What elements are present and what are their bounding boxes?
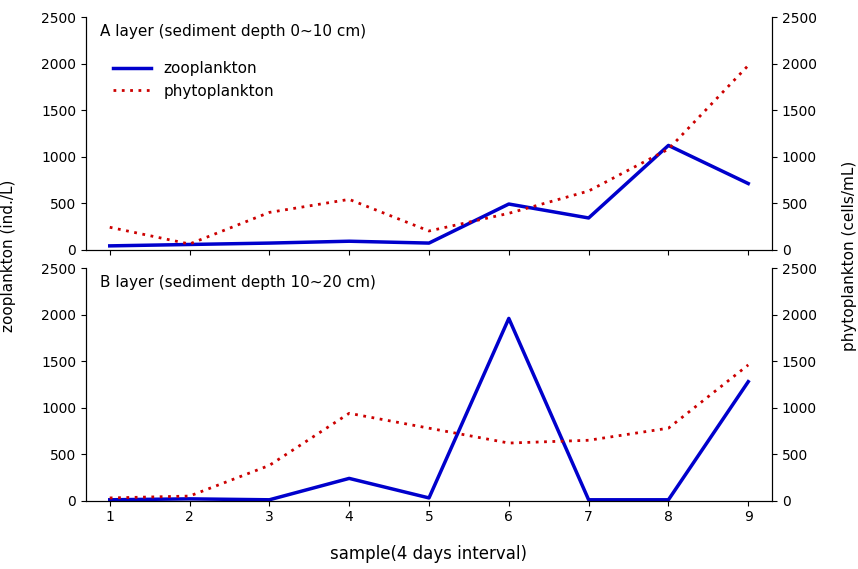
Legend: zooplankton, phytoplankton: zooplankton, phytoplankton — [107, 55, 281, 105]
Text: B layer (sediment depth 10~20 cm): B layer (sediment depth 10~20 cm) — [100, 275, 376, 290]
Text: sample(4 days interval): sample(4 days interval) — [330, 545, 528, 563]
Text: zooplankton (ind./L): zooplankton (ind./L) — [1, 180, 16, 332]
Text: A layer (sediment depth 0~10 cm): A layer (sediment depth 0~10 cm) — [100, 24, 366, 39]
Text: phytoplankton (cells/mL): phytoplankton (cells/mL) — [842, 161, 857, 351]
